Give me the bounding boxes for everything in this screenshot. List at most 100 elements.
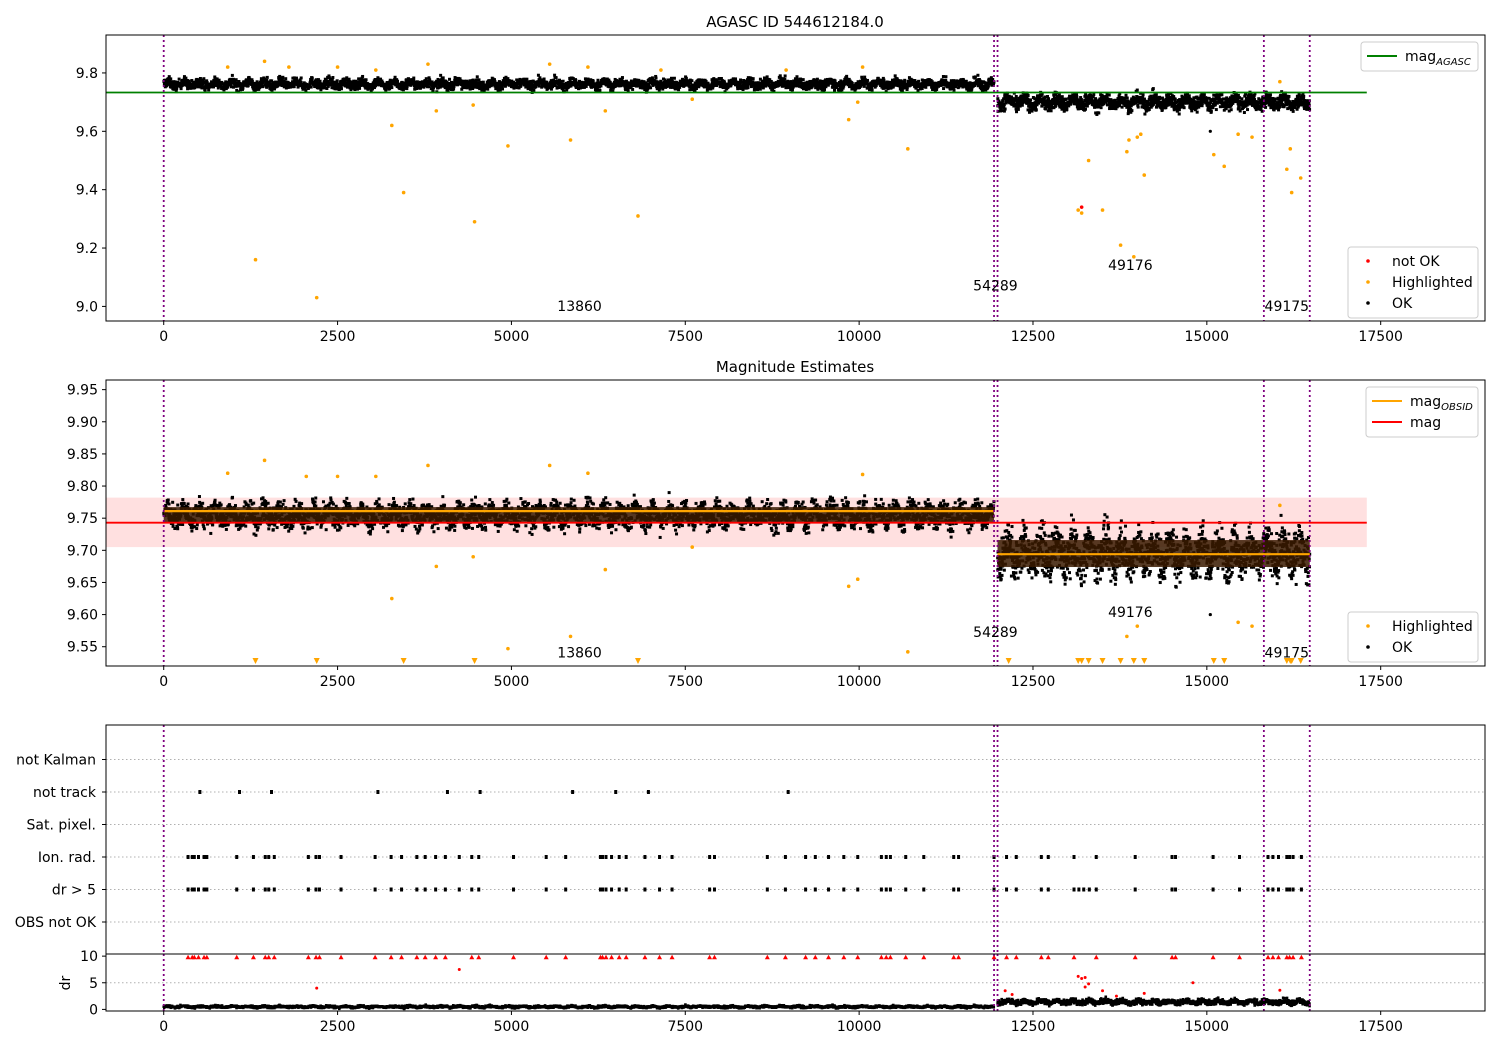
ok-point bbox=[1044, 99, 1048, 103]
ok-point bbox=[234, 78, 238, 82]
ok-point bbox=[785, 82, 789, 86]
ok-point bbox=[294, 82, 298, 86]
ok-point bbox=[651, 83, 655, 87]
ok-point bbox=[764, 84, 768, 88]
ok-point bbox=[916, 82, 920, 86]
ok-point bbox=[446, 82, 450, 86]
ok-point bbox=[1165, 101, 1169, 105]
ok-point bbox=[908, 83, 912, 87]
ok-point bbox=[835, 85, 839, 89]
ok-point bbox=[1151, 100, 1155, 104]
ok-point bbox=[446, 88, 450, 92]
ok-point bbox=[401, 88, 405, 92]
ok-point bbox=[496, 89, 500, 93]
ok-point bbox=[1129, 110, 1133, 114]
ok-point bbox=[589, 78, 593, 82]
ok-point bbox=[1154, 93, 1158, 97]
ok-point bbox=[182, 75, 186, 79]
ok-point bbox=[1263, 100, 1267, 104]
ok-point bbox=[437, 83, 441, 87]
ok-point bbox=[729, 84, 733, 88]
ok-point bbox=[412, 76, 416, 80]
ok-point bbox=[1276, 97, 1280, 101]
ok-point bbox=[553, 82, 557, 86]
ok-point bbox=[210, 80, 214, 84]
ok-point bbox=[1227, 109, 1231, 113]
ok-point bbox=[1257, 97, 1261, 101]
ok-point bbox=[876, 76, 880, 80]
ok-point bbox=[559, 80, 563, 84]
ok-point bbox=[284, 77, 288, 81]
ok-point bbox=[815, 77, 819, 81]
ok-point bbox=[469, 84, 473, 88]
ok-point bbox=[1003, 107, 1007, 111]
ok-point bbox=[862, 82, 866, 86]
ok-point bbox=[1030, 109, 1034, 113]
ok-point bbox=[168, 80, 172, 84]
ok-point bbox=[553, 84, 557, 88]
ok-point bbox=[477, 78, 481, 82]
ok-point bbox=[429, 87, 433, 91]
ok-point bbox=[1164, 106, 1168, 110]
ok-point bbox=[816, 87, 820, 91]
ok-point bbox=[1140, 98, 1144, 102]
ok-point bbox=[944, 75, 948, 79]
ok-point bbox=[672, 76, 676, 80]
ok-point bbox=[1151, 87, 1155, 91]
ok-point bbox=[1115, 105, 1119, 109]
ok-point bbox=[1083, 94, 1087, 98]
ok-point bbox=[1053, 99, 1057, 103]
ok-point bbox=[881, 76, 885, 80]
ok-point bbox=[637, 78, 641, 82]
ok-point bbox=[486, 87, 490, 91]
ok-point bbox=[1044, 105, 1048, 109]
ok-point bbox=[1014, 107, 1018, 111]
ok-point bbox=[1114, 107, 1118, 111]
ok-point bbox=[1057, 97, 1061, 101]
ok-point bbox=[840, 88, 844, 92]
ok-point bbox=[208, 85, 212, 89]
ok-point bbox=[255, 80, 259, 84]
ok-point bbox=[247, 75, 251, 79]
ok-point bbox=[229, 82, 233, 86]
ok-point bbox=[1301, 102, 1305, 106]
ok-point bbox=[1193, 100, 1197, 104]
ok-point bbox=[1026, 101, 1030, 105]
ok-point bbox=[207, 88, 211, 92]
ok-point bbox=[298, 78, 302, 82]
ok-point bbox=[322, 83, 326, 87]
ok-point bbox=[1093, 99, 1097, 103]
ok-point bbox=[1197, 105, 1201, 109]
ok-point bbox=[741, 88, 745, 92]
ok-point bbox=[1195, 110, 1199, 114]
ok-point bbox=[1286, 97, 1290, 101]
ok-point bbox=[838, 86, 842, 90]
ok-point bbox=[352, 79, 356, 83]
ok-point bbox=[1224, 107, 1228, 111]
ok-point bbox=[1301, 96, 1305, 100]
ok-point bbox=[426, 82, 430, 86]
ok-point bbox=[561, 79, 565, 83]
ok-point bbox=[626, 86, 630, 90]
ok-point bbox=[629, 79, 633, 83]
ok-point bbox=[1218, 105, 1222, 109]
ok-point bbox=[253, 82, 257, 86]
ok-point bbox=[1286, 107, 1290, 111]
ok-point bbox=[924, 79, 928, 83]
ok-point bbox=[330, 86, 334, 90]
ok-point bbox=[505, 82, 509, 86]
ok-point bbox=[1091, 94, 1095, 98]
ok-point bbox=[473, 85, 477, 89]
ok-point bbox=[455, 83, 459, 87]
ok-point bbox=[309, 85, 313, 89]
ok-point bbox=[1192, 96, 1196, 100]
ok-point bbox=[436, 86, 440, 90]
ok-point bbox=[279, 82, 283, 86]
ok-point bbox=[340, 79, 344, 83]
ok-point bbox=[217, 78, 221, 82]
ok-point bbox=[824, 85, 828, 89]
ok-point bbox=[363, 80, 367, 84]
ok-point bbox=[214, 83, 218, 87]
ok-point bbox=[1097, 105, 1101, 109]
